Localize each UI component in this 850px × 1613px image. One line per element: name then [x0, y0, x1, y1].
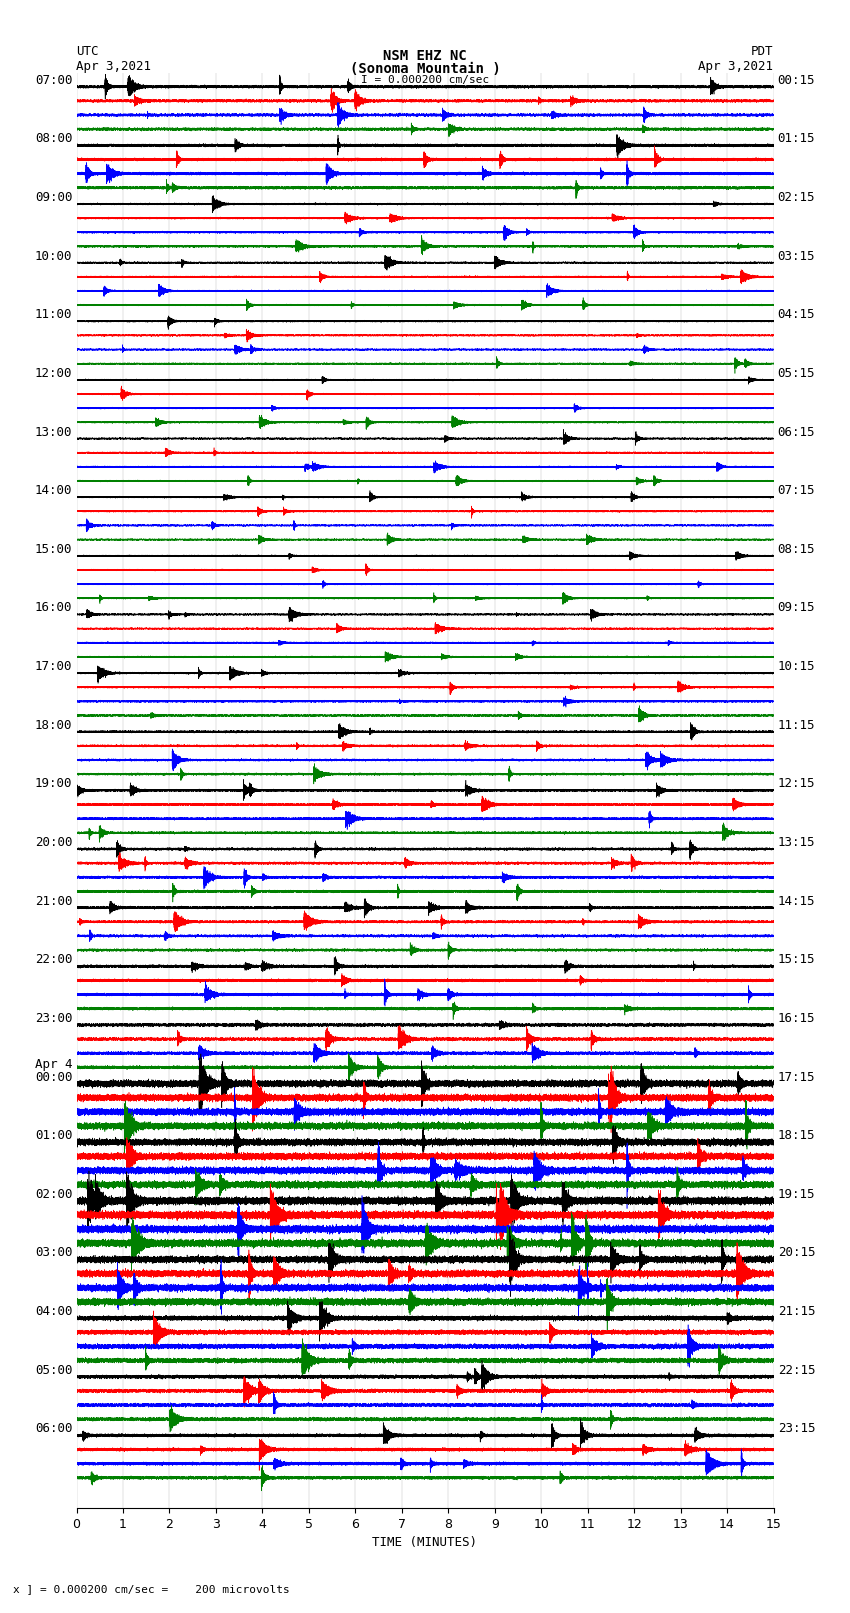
- Text: 17:15: 17:15: [778, 1071, 815, 1084]
- Text: 12:00: 12:00: [35, 366, 72, 381]
- Text: 11:00: 11:00: [35, 308, 72, 321]
- Text: 07:15: 07:15: [778, 484, 815, 497]
- Text: 09:15: 09:15: [778, 602, 815, 615]
- Text: 23:15: 23:15: [778, 1423, 815, 1436]
- Text: 03:00: 03:00: [35, 1247, 72, 1260]
- Text: 16:15: 16:15: [778, 1011, 815, 1024]
- Text: 21:00: 21:00: [35, 895, 72, 908]
- Text: 07:00: 07:00: [35, 74, 72, 87]
- Text: 01:15: 01:15: [778, 132, 815, 145]
- Text: 10:00: 10:00: [35, 250, 72, 263]
- Text: 22:00: 22:00: [35, 953, 72, 966]
- Text: NSM EHZ NC: NSM EHZ NC: [383, 50, 467, 63]
- Text: 20:00: 20:00: [35, 836, 72, 848]
- Text: 02:15: 02:15: [778, 190, 815, 203]
- Text: 11:15: 11:15: [778, 719, 815, 732]
- Text: 15:00: 15:00: [35, 544, 72, 556]
- Text: (Sonoma Mountain ): (Sonoma Mountain ): [349, 63, 501, 76]
- Text: 00:00: 00:00: [35, 1071, 72, 1084]
- Text: 02:00: 02:00: [35, 1187, 72, 1200]
- Text: 13:00: 13:00: [35, 426, 72, 439]
- X-axis label: TIME (MINUTES): TIME (MINUTES): [372, 1537, 478, 1550]
- Text: UTC
Apr 3,2021: UTC Apr 3,2021: [76, 45, 151, 73]
- Text: x ] = 0.000200 cm/sec =    200 microvolts: x ] = 0.000200 cm/sec = 200 microvolts: [13, 1584, 290, 1594]
- Text: 08:15: 08:15: [778, 544, 815, 556]
- Text: 10:15: 10:15: [778, 660, 815, 673]
- Text: 01:00: 01:00: [35, 1129, 72, 1142]
- Text: 14:15: 14:15: [778, 895, 815, 908]
- Text: 08:00: 08:00: [35, 132, 72, 145]
- Text: 06:00: 06:00: [35, 1423, 72, 1436]
- Text: 18:15: 18:15: [778, 1129, 815, 1142]
- Text: 13:15: 13:15: [778, 836, 815, 848]
- Text: 19:15: 19:15: [778, 1187, 815, 1200]
- Text: 19:00: 19:00: [35, 777, 72, 790]
- Text: 20:15: 20:15: [778, 1247, 815, 1260]
- Text: 00:15: 00:15: [778, 74, 815, 87]
- Text: 05:00: 05:00: [35, 1363, 72, 1378]
- Text: PDT
Apr 3,2021: PDT Apr 3,2021: [699, 45, 774, 73]
- Text: 05:15: 05:15: [778, 366, 815, 381]
- Text: Apr 4: Apr 4: [35, 1058, 72, 1071]
- Text: 03:15: 03:15: [778, 250, 815, 263]
- Text: 09:00: 09:00: [35, 190, 72, 203]
- Text: 16:00: 16:00: [35, 602, 72, 615]
- Text: 23:00: 23:00: [35, 1011, 72, 1024]
- Text: 22:15: 22:15: [778, 1363, 815, 1378]
- Text: 15:15: 15:15: [778, 953, 815, 966]
- Text: 18:00: 18:00: [35, 719, 72, 732]
- Text: 04:00: 04:00: [35, 1305, 72, 1318]
- Text: 04:15: 04:15: [778, 308, 815, 321]
- Text: 17:00: 17:00: [35, 660, 72, 673]
- Text: 06:15: 06:15: [778, 426, 815, 439]
- Text: 21:15: 21:15: [778, 1305, 815, 1318]
- Text: 14:00: 14:00: [35, 484, 72, 497]
- Text: I = 0.000200 cm/sec: I = 0.000200 cm/sec: [361, 76, 489, 85]
- Text: 12:15: 12:15: [778, 777, 815, 790]
